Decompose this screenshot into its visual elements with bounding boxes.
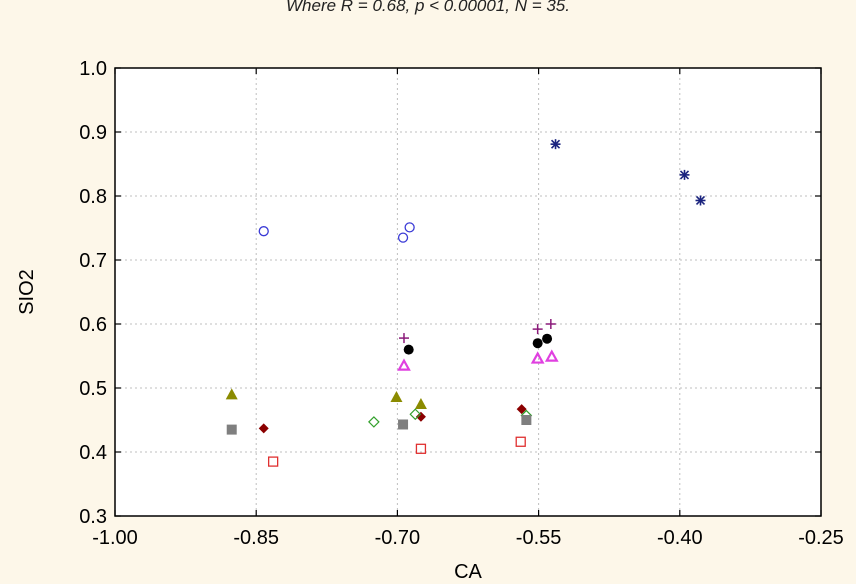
y-tick-label: 1.0 — [79, 58, 107, 80]
data-point-asterisk — [550, 139, 561, 150]
x-tick-label: -1.00 — [92, 527, 138, 549]
data-point-triangle-filled — [390, 390, 403, 402]
data-point-diamond-open — [409, 408, 422, 421]
data-point-plus — [545, 319, 556, 329]
data-point-circle-open — [258, 226, 269, 237]
data-point-square-filled — [226, 424, 237, 435]
y-axis-label: SIO2 — [16, 269, 38, 315]
data-point-plus — [532, 324, 543, 335]
data-point-square-open — [515, 436, 526, 447]
x-tick-label: -0.55 — [516, 527, 562, 549]
x-tick-label: -0.70 — [375, 527, 421, 549]
data-point-triangle-open — [530, 351, 545, 364]
data-point-circle-open — [404, 222, 415, 233]
data-point-square-open — [415, 443, 427, 454]
x-tick-label: -0.85 — [233, 527, 279, 549]
x-axis-label: CA — [454, 561, 482, 583]
data-point-plus — [398, 333, 409, 344]
y-tick-label: 0.8 — [79, 186, 107, 208]
data-point-asterisk — [679, 169, 690, 180]
data-point-diamond-filled — [415, 411, 426, 422]
data-point-square-filled — [521, 415, 532, 425]
data-point-circle-open — [397, 232, 409, 243]
data-point-triangle-filled — [225, 388, 238, 400]
y-tick-label: 0.4 — [79, 442, 107, 464]
data-point-diamond-open — [368, 416, 380, 428]
y-tick-label: 0.9 — [79, 122, 107, 144]
y-tick-label: 0.3 — [79, 506, 107, 528]
data-point-triangle-open — [544, 349, 559, 362]
plot-area — [114, 67, 822, 517]
data-point-circle-filled — [403, 344, 414, 355]
data-point-square-filled — [398, 419, 409, 430]
axis-ticks: -1.00 -0.85 -0.70 -0.55 -0.40 -0.25 0.3 0.4 0.5 0… — [79, 58, 844, 549]
data-point-asterisk — [695, 195, 706, 206]
x-tick-label: -0.40 — [657, 527, 703, 549]
data-point-diamond-filled — [258, 423, 269, 434]
data-point-circle-filled — [542, 333, 553, 344]
data-point-triangle-filled — [414, 398, 427, 409]
y-tick-label: 0.6 — [79, 314, 107, 336]
data-point-circle-filled — [532, 338, 543, 349]
y-tick-label: 0.5 — [79, 378, 107, 400]
data-point-square-open — [267, 456, 279, 467]
chart-caption: Where R = 0.68, p < 0.00001, N = 35. — [286, 0, 570, 15]
data-point-diamond-filled — [516, 404, 527, 415]
x-tick-label: -0.25 — [798, 527, 844, 549]
y-tick-label: 0.7 — [79, 250, 107, 272]
data-point-triangle-open — [397, 358, 411, 371]
data-points — [225, 139, 706, 467]
